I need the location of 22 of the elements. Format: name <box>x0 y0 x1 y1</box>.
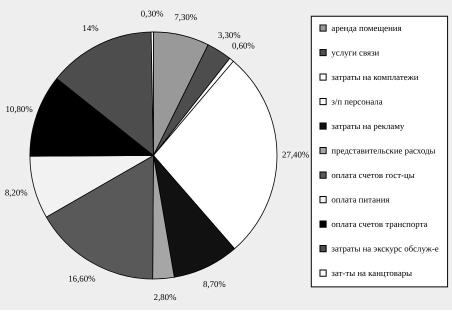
data-label: 7,30% <box>174 12 198 22</box>
data-label: 2,80% <box>154 292 178 302</box>
legend-label: аренда помещения <box>331 22 402 33</box>
legend-label: оплата счетов транспорта <box>331 219 428 230</box>
legend-label: представительские расходы <box>331 146 436 156</box>
data-label: 8,20% <box>4 188 28 198</box>
data-label: 8,70% <box>203 278 226 289</box>
data-label: 16,60% <box>68 273 96 284</box>
legend-label: зат-ты на канцтовары <box>331 268 412 278</box>
legend-label: затраты на экскурс обслуж-е <box>331 244 439 254</box>
legend-label: услуги связи <box>331 47 380 58</box>
data-label: 0,30% <box>140 8 164 18</box>
legend-label: оплата счетов гост-цы <box>331 170 415 180</box>
data-label: 14% <box>82 22 100 33</box>
legend-label: оплата питания <box>331 194 390 205</box>
legend-label: затраты на комплатежи <box>331 72 419 82</box>
data-label: 27,40% <box>282 150 310 160</box>
data-label: 0,60% <box>232 40 256 50</box>
data-label: 3,30% <box>218 30 242 40</box>
data-label: 10,80% <box>6 104 34 114</box>
legend-label: з/п персонала <box>331 96 383 107</box>
legend-label: затраты на рекламу <box>331 121 405 132</box>
